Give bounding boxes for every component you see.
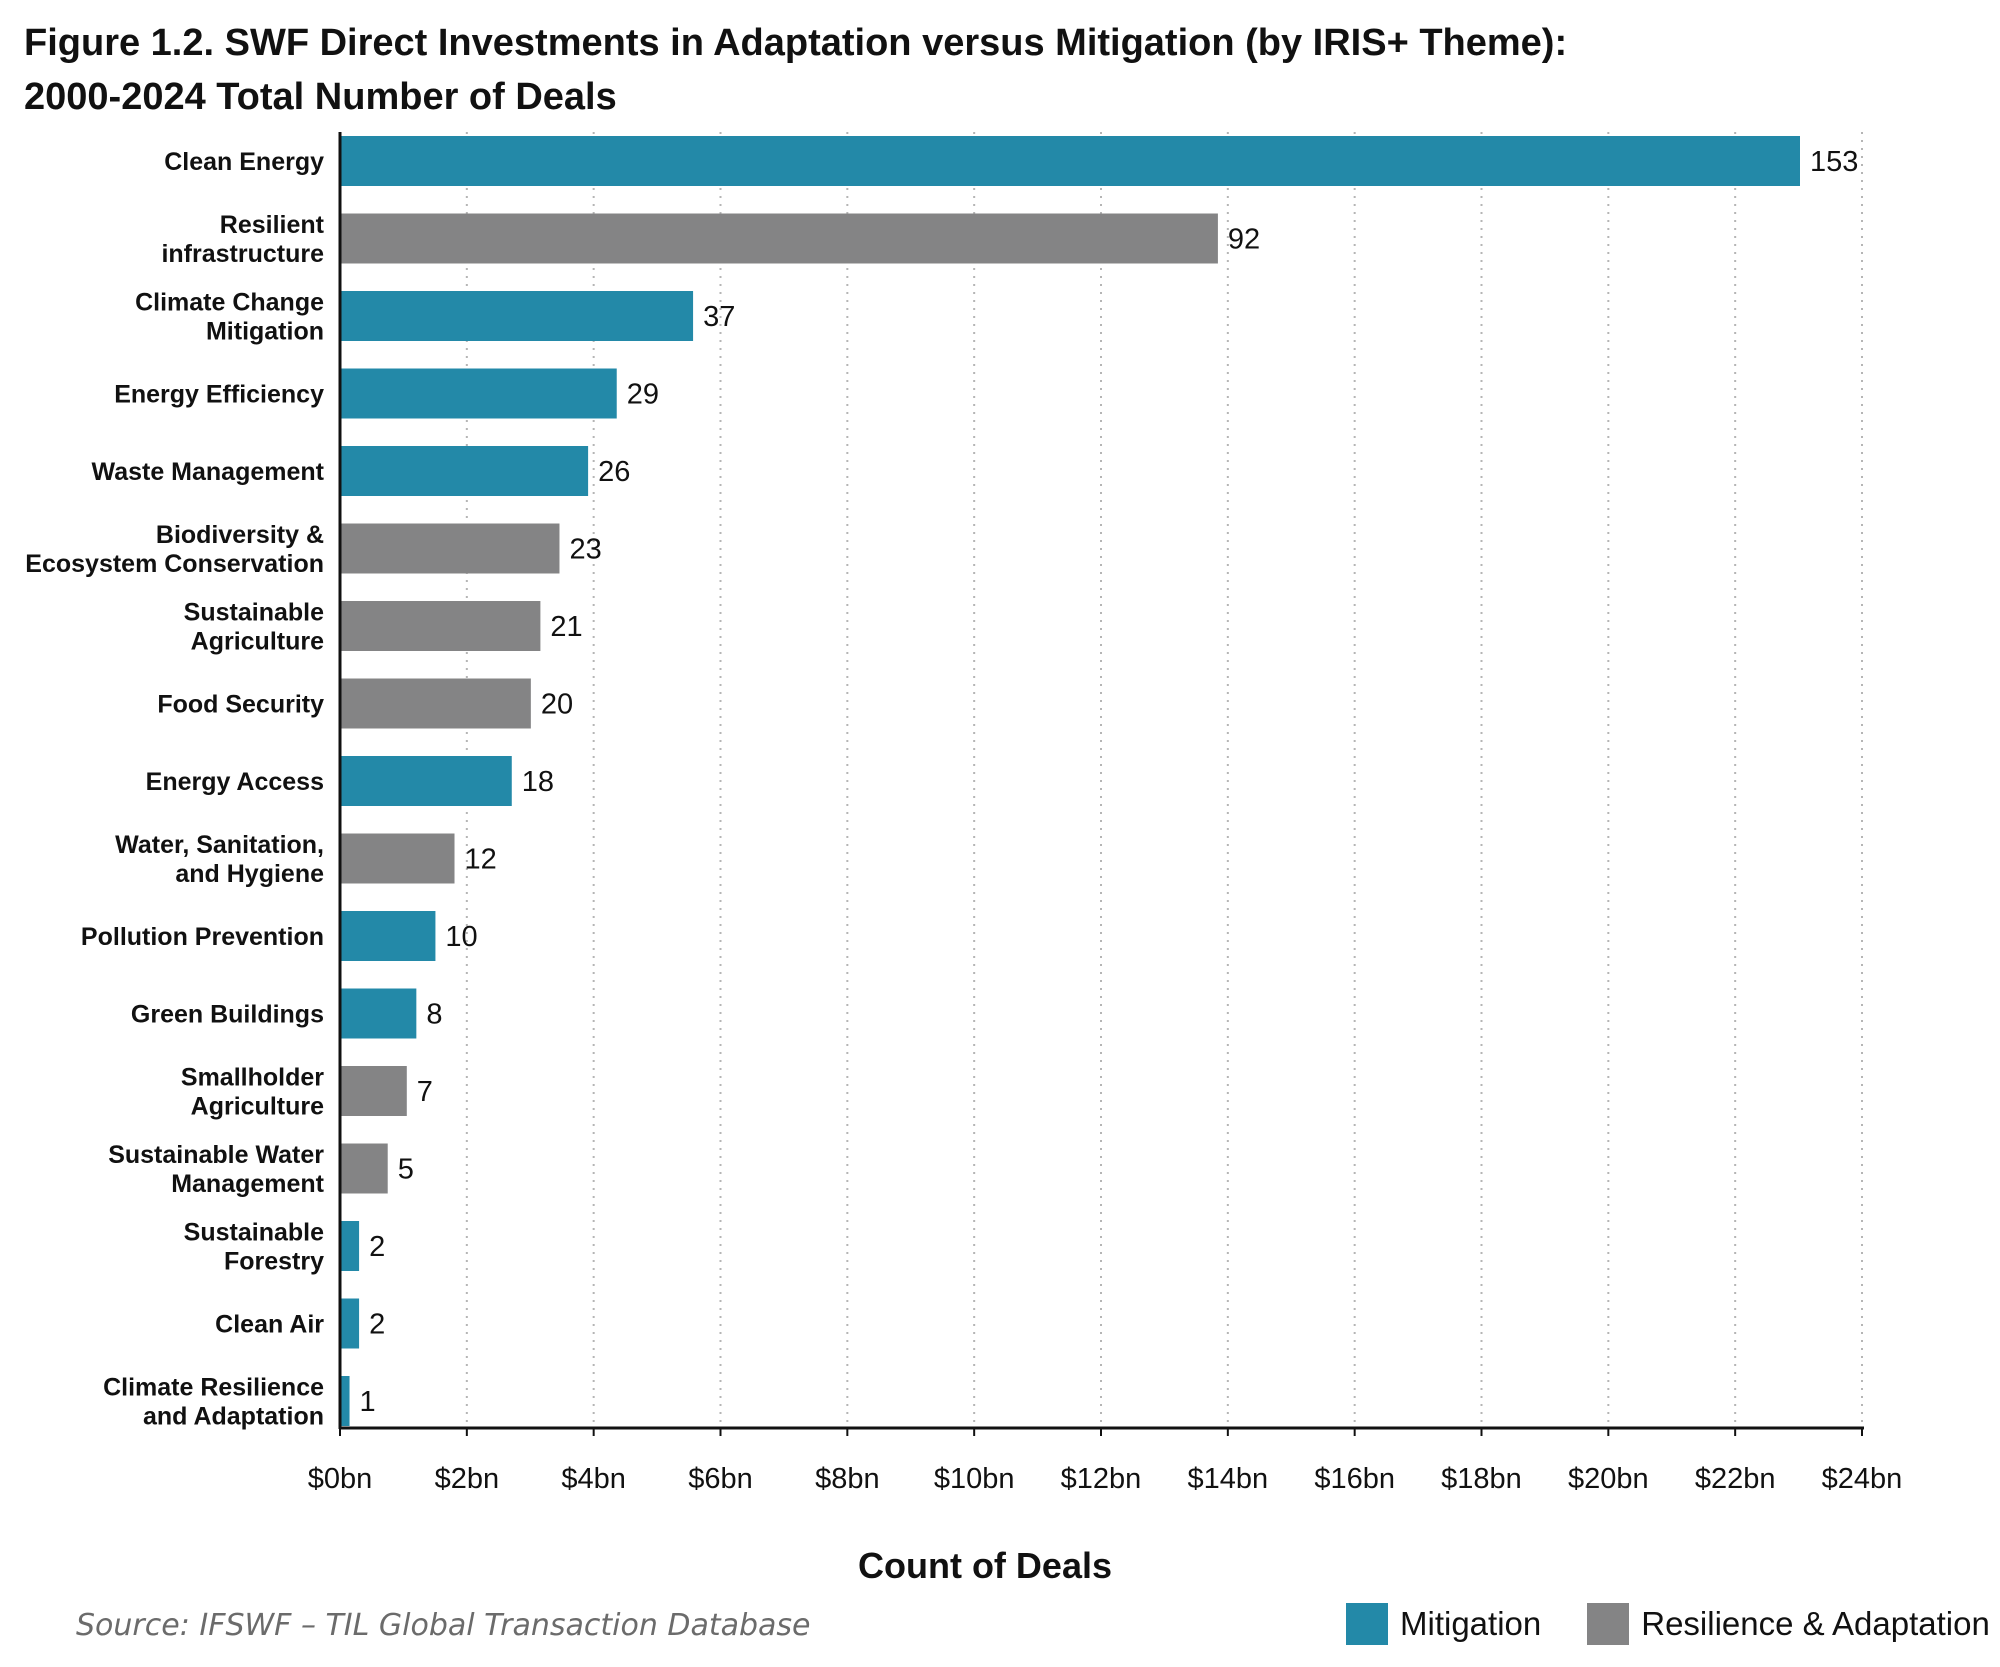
gridlines bbox=[465, 132, 1863, 1428]
bar-clean-air bbox=[340, 1298, 360, 1349]
value-label-water-sanitation-and-hygiene: 12 bbox=[465, 844, 497, 876]
bar-chart: Clean Energy Resilient infrastructure Clima… bbox=[25, 132, 1903, 1580]
category-labels: Clean Energy Resilient infrastructure Clima… bbox=[25, 148, 324, 1431]
x-tick-label-1: $2bn bbox=[435, 1463, 500, 1495]
bar-resilient-infrastructure bbox=[340, 213, 1218, 264]
bar-climate-change-mitigation bbox=[340, 291, 694, 341]
legend-label-mitigation: Mitigation bbox=[1400, 1605, 1542, 1642]
legend-swatch-mitigation bbox=[1346, 1603, 1388, 1645]
figure-title-line-1: Figure 1.2. SWF Direct Investments in Ad… bbox=[24, 22, 1568, 64]
category-label-clean-energy: Clean Energy bbox=[164, 148, 324, 176]
category-label-sustainable-agriculture: Sustainable Agriculture bbox=[184, 599, 324, 656]
category-label-green-buildings: Green Buildings bbox=[131, 1001, 324, 1029]
value-label-climate-resilience-and-adaptation: 1 bbox=[360, 1386, 376, 1418]
x-tick-label-9: $18bn bbox=[1441, 1463, 1522, 1495]
value-label-energy-access: 18 bbox=[522, 766, 554, 798]
value-label-pollution-prevention: 10 bbox=[445, 921, 477, 953]
category-label-smallholder-agriculture: Smallholder Agriculture bbox=[181, 1064, 324, 1121]
x-tick-label-2: $4bn bbox=[561, 1463, 626, 1495]
value-label-waste-management: 26 bbox=[598, 456, 630, 488]
x-tick-label-10: $20bn bbox=[1568, 1463, 1649, 1495]
bar-sustainable-forestry bbox=[340, 1221, 360, 1271]
x-axis-title: Count of Deals bbox=[858, 1545, 1112, 1580]
value-label-smallholder-agriculture: 7 bbox=[417, 1076, 433, 1108]
value-label-clean-energy: 153 bbox=[1810, 146, 1858, 178]
x-tick-label-11: $22bn bbox=[1695, 1463, 1776, 1495]
bar-sustainable-water-management bbox=[340, 1143, 388, 1194]
axes bbox=[338, 132, 1864, 1436]
x-tick-label-7: $14bn bbox=[1188, 1463, 1269, 1495]
category-label-biodiversity-ecosystem-conservation: Biodiversity & Ecosystem Conservation bbox=[25, 521, 324, 578]
bar-green-buildings bbox=[340, 988, 417, 1039]
legend-item-resilience-adaptation: Resilience & Adaptation bbox=[1587, 1603, 1990, 1645]
bar-waste-management bbox=[340, 446, 589, 496]
x-tick-label-8: $16bn bbox=[1314, 1463, 1395, 1495]
value-label-sustainable-forestry: 2 bbox=[369, 1231, 385, 1263]
category-label-waste-management: Waste Management bbox=[92, 458, 325, 486]
bars bbox=[340, 136, 1800, 1426]
value-label-climate-change-mitigation: 37 bbox=[703, 301, 735, 333]
x-tick-label-12: $24bn bbox=[1822, 1463, 1903, 1495]
x-tick-label-4: $8bn bbox=[815, 1463, 880, 1495]
bar-water-sanitation-and-hygiene bbox=[340, 833, 455, 884]
figure-title-line-2: 2000-2024 Total Number of Deals bbox=[24, 76, 617, 118]
category-label-energy-access: Energy Access bbox=[146, 768, 324, 796]
bar-smallholder-agriculture bbox=[340, 1066, 407, 1116]
category-label-climate-change-mitigation: Climate Change Mitigation bbox=[135, 289, 324, 346]
value-label-sustainable-water-management: 5 bbox=[398, 1154, 414, 1186]
category-label-sustainable-water-management: Sustainable Water Management bbox=[108, 1141, 324, 1198]
legend: Mitigation Resilience & Adaptation bbox=[1346, 1603, 1990, 1645]
category-label-clean-air: Clean Air bbox=[215, 1311, 324, 1339]
category-label-food-security: Food Security bbox=[157, 691, 324, 719]
category-label-climate-resilience-and-adaptation: Climate Resilience and Adaptation bbox=[103, 1374, 324, 1431]
value-label-clean-air: 2 bbox=[369, 1309, 385, 1341]
legend-swatch-resilience-adaptation bbox=[1587, 1603, 1630, 1645]
bar-energy-access bbox=[340, 756, 512, 806]
category-label-sustainable-forestry: Sustainable Forestry bbox=[184, 1219, 324, 1276]
bar-sustainable-agriculture bbox=[340, 601, 541, 651]
x-tick-label-6: $12bn bbox=[1061, 1463, 1142, 1495]
value-label-green-buildings: 8 bbox=[426, 999, 442, 1031]
value-label-energy-efficiency: 29 bbox=[627, 379, 659, 411]
source-note: Source: IFSWF – TIL Global Transaction D… bbox=[76, 1608, 811, 1643]
x-tick-label-3: $6bn bbox=[688, 1463, 753, 1495]
value-label-sustainable-agriculture: 21 bbox=[550, 611, 582, 643]
legend-item-mitigation: Mitigation bbox=[1346, 1603, 1541, 1645]
x-tick-label-0: $0bn bbox=[308, 1463, 373, 1495]
category-label-water-sanitation-and-hygiene: Water, Sanitation, and Hygiene bbox=[115, 831, 324, 888]
bar-climate-resilience-and-adaptation bbox=[340, 1376, 350, 1426]
bar-energy-efficiency bbox=[340, 368, 617, 419]
value-label-biodiversity-ecosystem-conservation: 23 bbox=[569, 534, 601, 566]
value-label-food-security: 20 bbox=[541, 689, 573, 721]
x-tick-label-5: $10bn bbox=[934, 1463, 1015, 1495]
category-label-pollution-prevention: Pollution Prevention bbox=[81, 923, 324, 951]
x-tick-labels: $0bn $2bn $4bn $6bn $8bn $10bn $12bn $14bn $16bn… bbox=[308, 1463, 1903, 1495]
value-label-resilient-infrastructure: 92 bbox=[1228, 224, 1260, 256]
category-label-resilient-infrastructure: Resilient infrastructure bbox=[161, 211, 324, 268]
bar-pollution-prevention bbox=[340, 911, 436, 961]
category-label-energy-efficiency: Energy Efficiency bbox=[114, 381, 324, 409]
bar-biodiversity-ecosystem-conservation bbox=[340, 523, 560, 574]
legend-label-resilience-adaptation: Resilience & Adaptation bbox=[1641, 1605, 1990, 1642]
bar-clean-energy bbox=[340, 136, 1800, 186]
bar-food-security bbox=[340, 678, 531, 729]
figure-title: Figure 1.2. SWF Direct Investments in Ad… bbox=[24, 16, 1567, 124]
